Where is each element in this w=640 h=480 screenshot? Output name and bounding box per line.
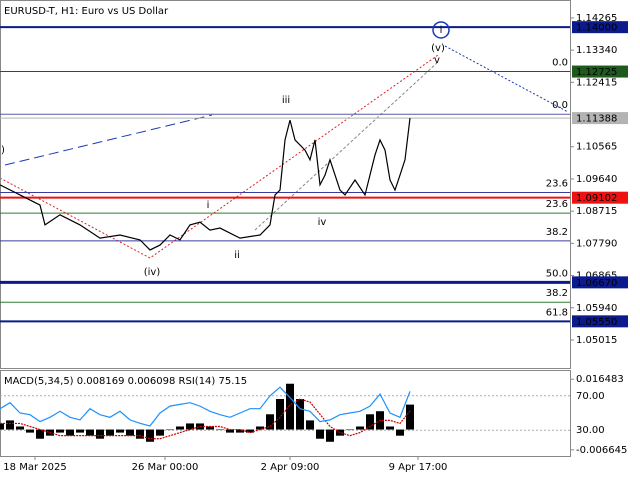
- histogram-bar: [326, 429, 334, 442]
- histogram-bar: [366, 414, 374, 430]
- price-box-label: 1.05550: [576, 317, 617, 328]
- chart-title: EURUSD-T, H1: Euro vs US Dollar: [4, 6, 169, 17]
- wave-label: i: [207, 200, 210, 211]
- histogram-bar: [386, 426, 394, 430]
- y2-tick-label: 70.00: [576, 391, 605, 402]
- wave-circle: [432, 21, 450, 39]
- histogram-bar: [266, 414, 274, 430]
- wave-label: (v): [431, 43, 445, 54]
- histogram-bar: [286, 383, 294, 430]
- y-tick-label: 1.05015: [576, 335, 617, 346]
- histogram-bar: [206, 426, 214, 430]
- histogram-bar: [276, 399, 284, 430]
- series-line: [0, 117, 411, 251]
- wave-label: v: [434, 55, 440, 66]
- y-tick-label: 1.05940: [576, 303, 617, 314]
- histogram-bar: [16, 426, 24, 430]
- y-tick-label: -0.006645: [576, 445, 627, 456]
- price-box: [572, 191, 628, 204]
- histogram-bar: [156, 429, 164, 436]
- price-box: [572, 315, 628, 328]
- wave-lines: [0, 45, 569, 259]
- fib-label: 50.0: [546, 268, 568, 279]
- histogram-bar: [316, 429, 324, 439]
- histogram-bar: [106, 429, 114, 436]
- fib-label: 38.2: [546, 288, 568, 299]
- y-tick-label: 1.13340: [576, 45, 617, 56]
- wave-line: [0, 54, 439, 259]
- histogram-bar: [136, 429, 144, 439]
- wave-label: ii: [234, 250, 240, 261]
- x-tick-label: 2 Apr 09:00: [261, 462, 320, 473]
- x-tick-label: 18 Mar 2025: [3, 462, 66, 473]
- histogram-bar: [166, 429, 174, 431]
- histogram-bar: [296, 399, 304, 430]
- x-tick-label: 26 Mar 00:00: [132, 462, 199, 473]
- histogram-bar: [406, 404, 414, 430]
- histogram-bar: [126, 429, 134, 436]
- y-tick-label: 1.10565: [576, 142, 617, 153]
- y-tick-label: 1.14265: [576, 13, 617, 24]
- wave-label: ): [1, 145, 5, 156]
- y-tick-label: 1.09640: [576, 174, 617, 185]
- indicator-pane-frame: [0, 370, 571, 457]
- y-tick-label: 1.08715: [576, 206, 617, 217]
- y-tick-label: 1.06865: [576, 271, 617, 282]
- histogram-bar: [6, 420, 14, 430]
- trend-line: [4, 114, 213, 166]
- histogram-bar: [356, 426, 364, 430]
- series-line: [0, 386, 411, 427]
- y-tick-label: 1.12415: [576, 77, 617, 88]
- price-box: [572, 65, 628, 78]
- price-box-label: 1.12725: [576, 67, 617, 78]
- histogram-bar: [56, 429, 64, 433]
- wave-label: iii: [282, 95, 290, 106]
- histogram-bar: [26, 429, 34, 433]
- price-box: [572, 112, 628, 125]
- y-tick-label: 0.016483: [576, 374, 624, 385]
- histogram-bar: [86, 429, 94, 436]
- histogram-bar: [116, 429, 124, 433]
- price-box-label: 1.14000: [576, 23, 617, 34]
- histogram-bar: [66, 429, 74, 436]
- histogram-bar: [306, 420, 314, 430]
- price-box-label: 1.09102: [576, 193, 617, 204]
- price-box: [572, 21, 628, 34]
- fib-label: 0.0: [552, 58, 568, 69]
- wave-label: (iv): [144, 267, 161, 278]
- wave-line: [254, 61, 439, 231]
- fib-label: 23.6: [546, 179, 568, 190]
- histogram-bar: [226, 429, 234, 433]
- fib-label: 61.8: [546, 307, 568, 318]
- histogram-bar: [246, 429, 254, 433]
- histogram-bar: [96, 429, 104, 439]
- histogram-bar: [176, 426, 184, 430]
- fib-label: 23.6: [546, 199, 568, 210]
- histogram-bar: [146, 429, 154, 442]
- indicator-title: MACD(5,34,5) 0.008169 0.006098 RSI(14) 7…: [4, 376, 247, 387]
- histogram-bar: [0, 423, 4, 430]
- price-box-label: 1.06670: [576, 278, 617, 289]
- wave-line: [444, 45, 569, 113]
- wave-label: iv: [318, 217, 327, 228]
- histogram-bar: [396, 429, 404, 436]
- wave-label: i: [440, 25, 443, 36]
- x-tick-label: 9 Apr 17:00: [389, 462, 448, 473]
- price-box-label: 1.11388: [576, 114, 617, 125]
- histogram-bar: [236, 429, 244, 433]
- histogram-bar: [216, 429, 224, 431]
- histogram-bar: [76, 429, 84, 433]
- y2-tick-label: 30.00: [576, 425, 605, 436]
- y-tick-label: 1.07790: [576, 238, 617, 249]
- histogram-bar: [346, 429, 354, 431]
- fib-label: 38.2: [546, 227, 568, 238]
- histogram-bar: [186, 423, 194, 430]
- histogram-bar: [36, 429, 44, 439]
- price-box: [572, 276, 628, 289]
- histogram-bar: [256, 426, 264, 430]
- series-line: [0, 398, 411, 440]
- fib-label: 0.0: [552, 100, 568, 111]
